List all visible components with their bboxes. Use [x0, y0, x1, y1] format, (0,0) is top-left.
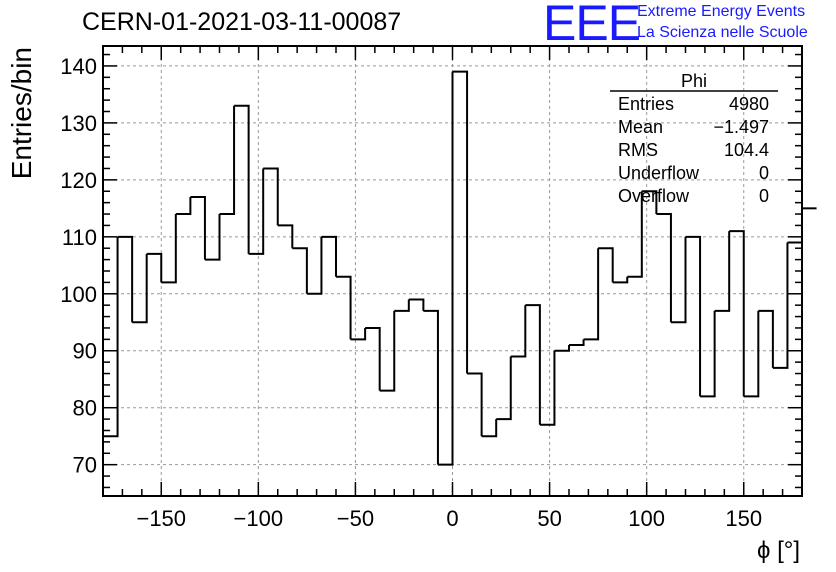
histogram-bin [452, 70, 469, 374]
y-tick-label: 100 [60, 282, 97, 307]
histogram-bin [408, 298, 425, 311]
y-axis-label: Entries/bin [6, 47, 37, 179]
histogram-bin [306, 236, 323, 295]
x-axis-label: ϕ [°] [757, 537, 800, 564]
histogram-bin [525, 304, 541, 425]
histogram-bin [685, 235, 702, 397]
histogram-bin [234, 104, 250, 254]
histogram-bin [583, 248, 600, 341]
histogram-bin [321, 235, 337, 277]
histogram-bin [423, 309, 439, 465]
x-tick-label: 150 [725, 506, 762, 531]
stats-box: Phi Entries 4980 Mean −1.497 RMS 104.4 Underflo… [610, 71, 778, 206]
stats-value: −1.497 [713, 117, 769, 137]
histogram-bin [496, 356, 512, 421]
histogram-bin [700, 310, 716, 398]
histogram-bin [743, 310, 760, 398]
histogram-bin [379, 310, 396, 392]
eee-logo: EEE [543, 0, 641, 51]
histogram-bin [350, 327, 367, 341]
stats-label: Underflow [618, 163, 700, 183]
stats-value: 0 [759, 163, 769, 183]
logo-text-line1: Extreme Energy Events [637, 3, 806, 20]
x-tick-label: −100 [234, 506, 284, 531]
chart-title: CERN-01-2021-03-11-00087 [82, 8, 402, 36]
histogram-bin [175, 196, 192, 216]
stats-label: Overflow [618, 186, 690, 206]
y-tick-label: 140 [60, 54, 97, 79]
histogram-bin [292, 247, 308, 294]
histogram-bin [102, 236, 119, 496]
histogram-bin [277, 224, 294, 249]
stats-value: 104.4 [724, 140, 769, 160]
x-tick-label: 0 [446, 506, 458, 531]
stats-title: Phi [681, 71, 707, 91]
x-tick-label: −50 [337, 506, 374, 531]
histogram-bin [554, 345, 570, 352]
stats-value: 0 [759, 186, 769, 206]
histogram-bin [670, 236, 687, 324]
histogram-bin [612, 276, 629, 284]
histogram-bin [510, 305, 527, 358]
histogram-bin [772, 242, 789, 369]
histogram-bin [336, 275, 352, 340]
y-tick-label: 120 [60, 168, 97, 193]
y-tick-label: 90 [73, 339, 97, 364]
histogram-bin [204, 214, 221, 261]
histogram-bin [117, 235, 134, 323]
x-tick-label: 50 [537, 506, 561, 531]
logo-text-line2: La Scienza nelle Scuole [637, 24, 808, 41]
histogram-bin [539, 350, 556, 426]
histogram-bin [132, 253, 148, 324]
histogram-bin [729, 230, 745, 397]
y-tick-label: 70 [73, 453, 97, 478]
histogram-bin [569, 339, 585, 347]
histogram-bin [758, 309, 774, 368]
y-tick-label: 80 [73, 396, 97, 421]
stats-label: RMS [618, 140, 658, 160]
x-tick-label: 100 [628, 506, 665, 531]
y-tick-label: 110 [62, 225, 97, 250]
stats-label: Mean [618, 117, 663, 137]
histogram-bin [481, 419, 498, 438]
histogram-bin [248, 168, 265, 255]
x-tick-label: −150 [136, 506, 186, 531]
axis-ticks [102, 46, 803, 496]
y-tick-label: 130 [60, 111, 97, 136]
histogram-bin [437, 71, 454, 466]
histogram-bin [365, 326, 381, 391]
histogram-bin [394, 299, 410, 312]
histogram-bin [641, 190, 658, 215]
histogram-bin [190, 195, 206, 260]
histogram-bin [146, 252, 163, 283]
histogram-bin [263, 167, 279, 226]
histogram-bin [219, 105, 236, 216]
histogram-bin [467, 372, 483, 437]
histogram-bin [161, 214, 177, 284]
histogram-bin [598, 247, 614, 283]
histogram-bin [627, 191, 643, 278]
histogram-bin [714, 231, 731, 312]
histogram-series [102, 70, 817, 496]
histogram-bin [656, 213, 672, 323]
stats-label: Entries [618, 94, 674, 114]
stats-value: 4980 [729, 94, 769, 114]
tick-labels: −150 −100 −50 0 50 100 150 70 80 90 100 110 120 130 14… [60, 54, 762, 531]
